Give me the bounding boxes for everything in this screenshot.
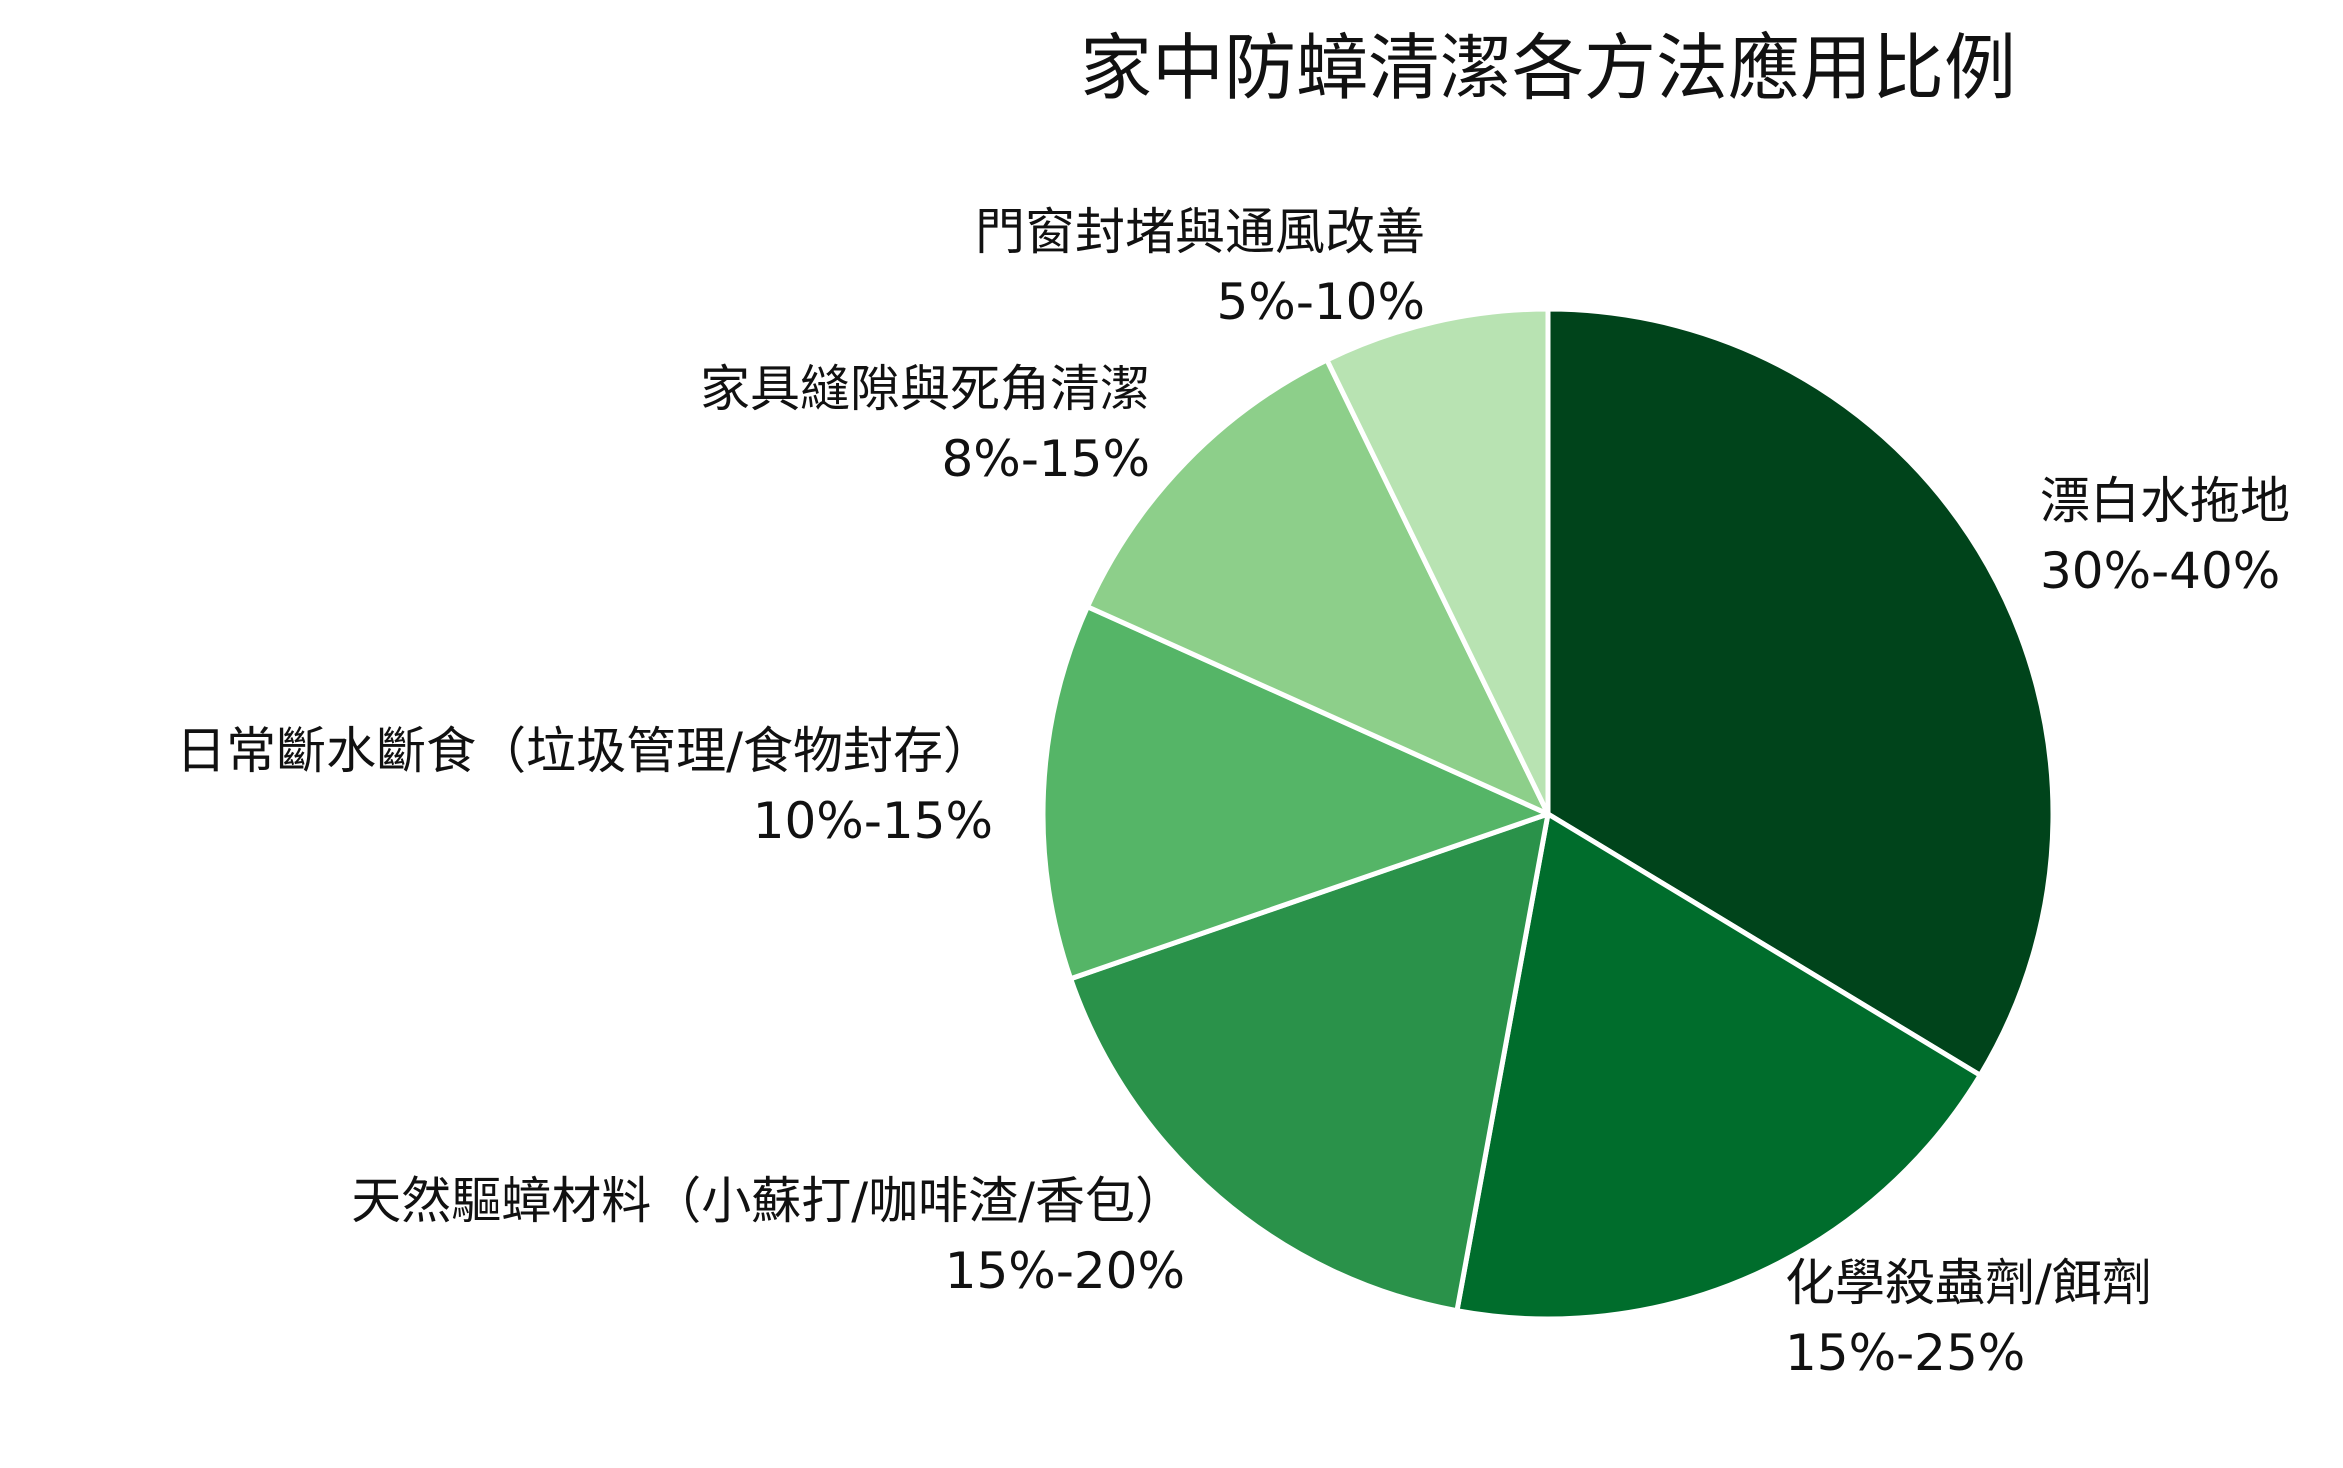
slice-range-label-3: 15%-20% (945, 1242, 1185, 1300)
slice-range-label-1: 30%-40% (2040, 542, 2280, 600)
pie-slice-1 (1545, 306, 2056, 1078)
slice-label-2: 化學殺蟲劑/餌劑 (1785, 1254, 2152, 1312)
pie-labels: 漂白水拖地 30%-40% 化學殺蟲劑/餌劑 15%-25% 天然驅蟑材料（小蘇打/咖啡… (176, 203, 2290, 1382)
slice-label-4: 日常斷水斷食（垃圾管理/食物封存） (176, 722, 993, 780)
slice-range-label-4: 10%-15% (753, 792, 993, 850)
slice-range-label-5: 8%-15% (942, 430, 1151, 488)
slice-label-3: 天然驅蟑材料（小蘇打/咖啡渣/香包） (351, 1172, 1185, 1230)
slice-label-6: 門窗封堵與通風改善 (975, 203, 1425, 261)
slice-range-label-2: 15%-25% (1785, 1324, 2025, 1382)
pie-slice-2 (1454, 811, 1983, 1322)
pie-slice-4 (1040, 604, 1551, 982)
pie-slice-5 (1084, 357, 1551, 817)
pie-slices (1040, 306, 2056, 1322)
slice-range-label-6: 5%-10% (1217, 273, 1426, 331)
slice-label-1: 漂白水拖地 (2040, 472, 2290, 530)
slice-label-5: 家具縫隙與死角清潔 (700, 360, 1150, 418)
pie-slice-6 (1324, 306, 1551, 817)
chart-title: 家中防蟑清潔各方法應用比例 (1080, 26, 2016, 110)
